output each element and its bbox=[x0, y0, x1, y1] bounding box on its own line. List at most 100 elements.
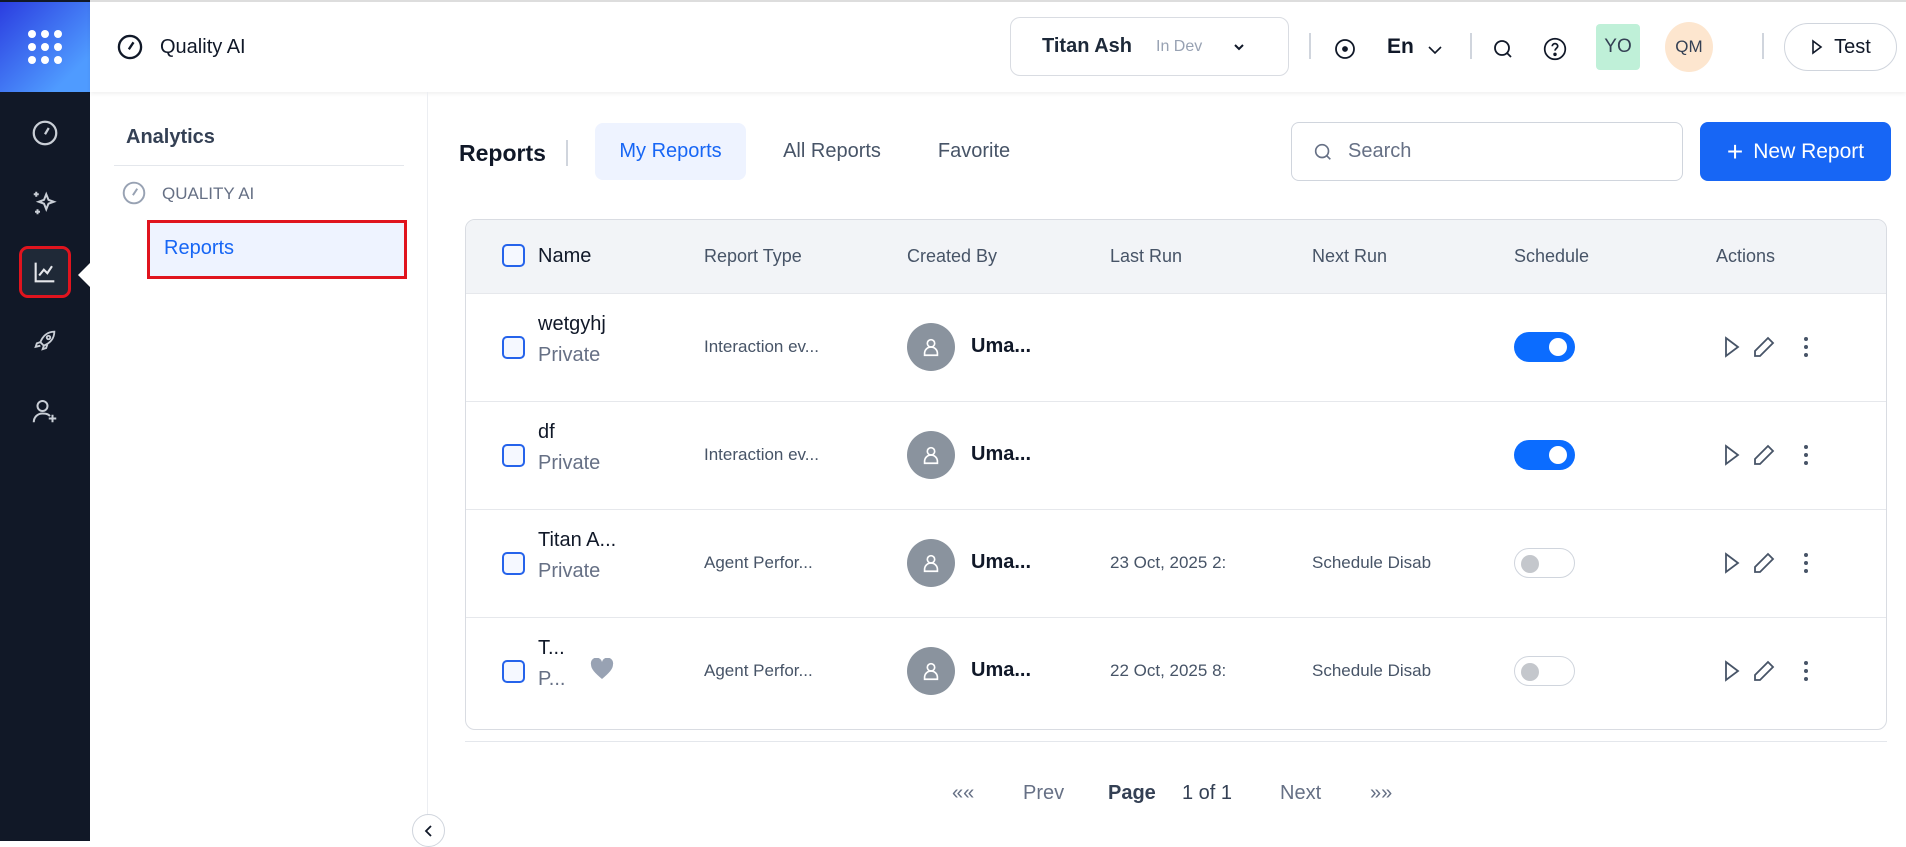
subnav-section[interactable]: QUALITY AI bbox=[162, 184, 255, 203]
last-page-button[interactable]: »» bbox=[1370, 782, 1393, 804]
prev-page-button[interactable]: Prev bbox=[1023, 782, 1065, 804]
test-label: Test bbox=[1834, 35, 1871, 58]
search-icon bbox=[1314, 143, 1331, 160]
report-visibility: Private bbox=[538, 344, 601, 366]
run-icon[interactable] bbox=[1722, 659, 1742, 683]
new-report-button[interactable]: + New Report bbox=[1700, 122, 1891, 181]
table-row[interactable] bbox=[466, 509, 1886, 617]
bot-selector-dropdown[interactable]: Titan Ash In Dev bbox=[1010, 17, 1289, 76]
user-icon bbox=[923, 338, 939, 357]
row-checkbox[interactable] bbox=[502, 336, 525, 359]
sparkles-icon[interactable] bbox=[22, 180, 68, 226]
more-options-icon[interactable] bbox=[1802, 443, 1810, 467]
report-type: Agent Perfor... bbox=[704, 553, 813, 572]
subnav-item-reports[interactable]: Reports bbox=[147, 220, 407, 279]
quality-ai-icon bbox=[117, 34, 143, 60]
rocket-icon[interactable] bbox=[22, 318, 68, 364]
search-icon[interactable] bbox=[1491, 37, 1515, 61]
run-icon[interactable] bbox=[1722, 551, 1742, 575]
report-name[interactable]: wetgyhj bbox=[538, 313, 606, 335]
edit-icon[interactable] bbox=[1752, 443, 1776, 467]
divider bbox=[1470, 33, 1472, 59]
avatar-qm[interactable]: QM bbox=[1665, 22, 1713, 72]
more-options-icon[interactable] bbox=[1802, 551, 1810, 575]
table-row[interactable] bbox=[466, 293, 1886, 401]
bot-env: In Dev bbox=[1156, 37, 1203, 55]
edit-icon[interactable] bbox=[1752, 335, 1776, 359]
user-avatar bbox=[907, 539, 955, 587]
new-report-label: New Report bbox=[1753, 139, 1865, 163]
edit-icon[interactable] bbox=[1752, 659, 1776, 683]
schedule-toggle[interactable] bbox=[1514, 440, 1575, 470]
app-launcher-button[interactable] bbox=[0, 2, 90, 92]
language-value: En bbox=[1387, 35, 1414, 58]
user-plus-icon[interactable] bbox=[22, 388, 68, 434]
user-avatar bbox=[907, 323, 955, 371]
run-icon[interactable] bbox=[1722, 443, 1742, 467]
subnav-title: Analytics bbox=[126, 126, 215, 148]
schedule-toggle[interactable] bbox=[1514, 548, 1575, 578]
tab-favorite[interactable]: Favorite bbox=[937, 140, 1011, 162]
report-name[interactable]: df bbox=[538, 421, 555, 443]
last-run: 22 Oct, 2025 8: bbox=[1110, 661, 1227, 680]
column-actions: Actions bbox=[1716, 246, 1776, 266]
schedule-toggle[interactable] bbox=[1514, 656, 1575, 686]
toggle-knob bbox=[1549, 338, 1567, 356]
chevron-down-icon bbox=[1428, 46, 1442, 55]
next-run: Schedule Disab bbox=[1312, 553, 1432, 572]
analytics-icon[interactable] bbox=[19, 246, 71, 298]
avatar-yo[interactable]: YO bbox=[1596, 24, 1640, 70]
report-type: Agent Perfor... bbox=[704, 661, 813, 680]
report-name[interactable]: T... bbox=[538, 637, 565, 659]
select-all-checkbox[interactable] bbox=[502, 244, 525, 267]
run-icon[interactable] bbox=[1722, 335, 1742, 359]
target-icon[interactable] bbox=[1333, 37, 1357, 61]
page-value: 1 of 1 bbox=[1182, 782, 1233, 804]
user-icon bbox=[923, 662, 939, 681]
search-placeholder: Search bbox=[1348, 140, 1412, 162]
heart-icon[interactable] bbox=[590, 658, 614, 680]
report-visibility: Private bbox=[538, 452, 601, 474]
next-page-button[interactable]: Next bbox=[1280, 782, 1322, 804]
grid-icon bbox=[28, 30, 62, 64]
user-icon bbox=[923, 554, 939, 573]
row-checkbox[interactable] bbox=[502, 444, 525, 467]
toggle-knob bbox=[1521, 555, 1539, 573]
more-options-icon[interactable] bbox=[1802, 335, 1810, 359]
report-visibility: P... bbox=[538, 668, 566, 690]
report-type: Interaction ev... bbox=[704, 337, 819, 356]
more-options-icon[interactable] bbox=[1802, 659, 1810, 683]
column-name[interactable]: Name bbox=[538, 245, 592, 267]
language-selector[interactable]: En bbox=[1387, 32, 1444, 62]
search-input[interactable]: Search bbox=[1291, 122, 1683, 181]
edit-icon[interactable] bbox=[1752, 551, 1776, 575]
secondary-sidebar bbox=[90, 92, 428, 841]
dashboard-icon[interactable] bbox=[22, 110, 68, 156]
last-run: 23 Oct, 2025 2: bbox=[1110, 553, 1227, 572]
user-avatar bbox=[907, 431, 955, 479]
page-label: Page bbox=[1108, 782, 1156, 804]
divider bbox=[114, 165, 404, 166]
collapse-sidebar-button[interactable] bbox=[412, 814, 445, 847]
row-checkbox[interactable] bbox=[502, 552, 525, 575]
schedule-toggle[interactable] bbox=[1514, 332, 1575, 362]
play-icon bbox=[1812, 39, 1823, 55]
tab-all-reports[interactable]: All Reports bbox=[783, 140, 881, 162]
table-row[interactable] bbox=[466, 401, 1886, 509]
tab-my-reports[interactable]: My Reports bbox=[595, 123, 746, 180]
user-avatar bbox=[907, 647, 955, 695]
column-last-run: Last Run bbox=[1110, 246, 1183, 266]
first-page-button[interactable]: «« bbox=[952, 782, 975, 804]
row-checkbox[interactable] bbox=[502, 660, 525, 683]
app-title: Quality AI bbox=[160, 36, 246, 58]
column-schedule: Schedule bbox=[1514, 246, 1590, 266]
created-by: Uma... bbox=[971, 659, 1032, 681]
reports-table bbox=[465, 219, 1887, 730]
table-row[interactable] bbox=[466, 617, 1886, 725]
report-type: Interaction ev... bbox=[704, 445, 819, 464]
test-button[interactable]: Test bbox=[1784, 23, 1897, 71]
divider bbox=[566, 140, 568, 166]
divider bbox=[1309, 33, 1311, 59]
report-name[interactable]: Titan A... bbox=[538, 529, 617, 551]
help-icon[interactable] bbox=[1542, 36, 1568, 62]
